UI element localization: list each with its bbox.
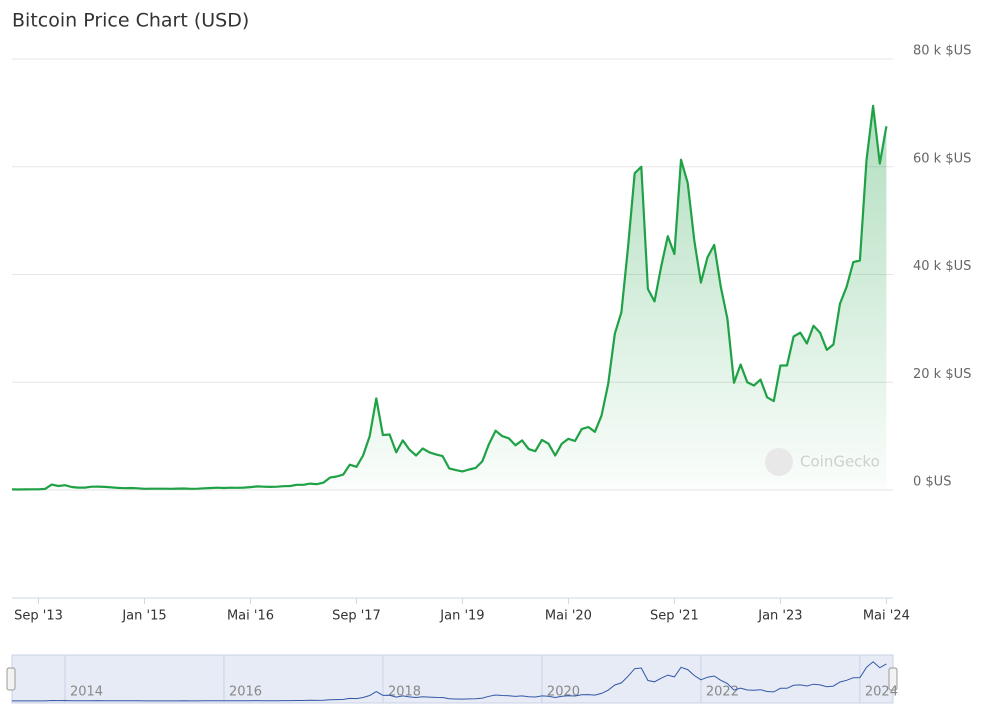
navigator-line	[12, 661, 887, 702]
x-tick-label: Sep '21	[650, 609, 699, 624]
x-tick-label: Mai '20	[545, 609, 592, 624]
navigator-label: 2024	[865, 685, 898, 700]
x-tick-label: Jan '19	[439, 609, 484, 624]
x-tick-label: Sep '17	[332, 609, 381, 624]
navigator-label: 2022	[706, 685, 739, 700]
chart-title: Bitcoin Price Chart (USD)	[12, 10, 249, 32]
navigator-label: 2016	[229, 685, 262, 700]
watermark-logo	[765, 448, 793, 476]
x-tick-label: Sep '13	[14, 609, 63, 624]
navigator-handle[interactable]	[6, 667, 16, 691]
y-tick-label: 20 k $US	[913, 367, 971, 382]
navigator-label: 2018	[388, 685, 421, 700]
watermark: CoinGecko	[800, 453, 880, 471]
y-tick-label: 0 $US	[913, 475, 951, 490]
navigator-handle[interactable]	[888, 667, 898, 691]
x-tick-label: Jan '23	[757, 609, 802, 624]
navigator-label: 2014	[70, 685, 103, 700]
y-tick-label: 80 k $US	[913, 44, 971, 59]
y-tick-label: 40 k $US	[913, 259, 971, 274]
area	[12, 105, 887, 491]
y-tick-label: 60 k $US	[913, 151, 971, 166]
line	[11, 104, 888, 491]
x-tick-label: Mai '24	[863, 609, 910, 624]
x-tick-label: Jan '15	[121, 609, 166, 624]
x-tick-label: Mai '16	[227, 609, 274, 624]
navigator[interactable]	[11, 654, 894, 704]
